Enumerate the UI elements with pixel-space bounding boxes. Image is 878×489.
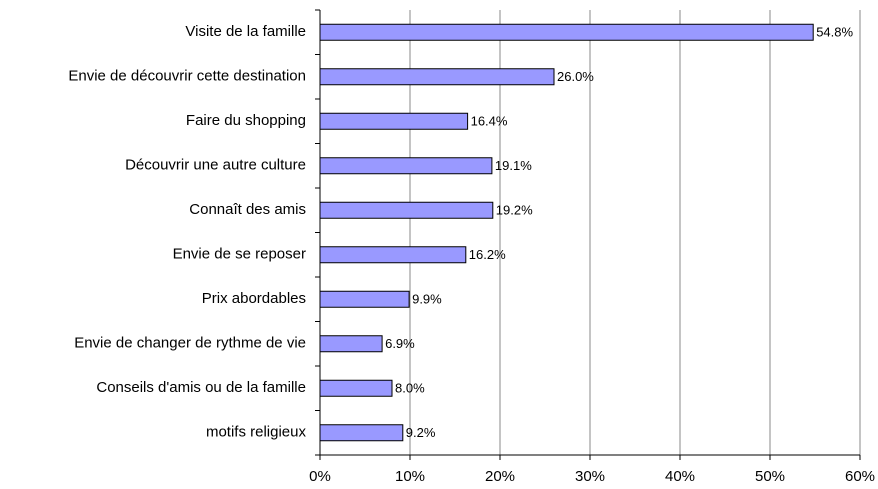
bar [319,157,493,175]
x-tick-label: 0% [309,468,331,485]
bar [319,112,469,130]
x-tick-label: 40% [665,468,695,485]
y-tick-label: Conseils d'amis ou de la famille [96,379,306,396]
y-tick-label: Envie de découvrir cette destination [68,68,306,85]
y-tick-label: Faire du shopping [186,112,306,129]
value-label: 8.0% [395,381,425,396]
y-tick-label: Connaît des amis [189,201,306,218]
value-label: 6.9% [385,336,415,351]
x-tick-label: 10% [395,468,425,485]
x-tick-label: 20% [485,468,515,485]
x-tick-label: 30% [575,468,605,485]
y-tick-label: Envie de changer de rythme de vie [74,335,306,352]
bar [319,201,494,219]
value-label: 26.0% [557,69,594,84]
x-tick-label: 60% [845,468,875,485]
bar [319,379,393,397]
value-label: 19.1% [495,158,532,173]
bar [319,246,467,264]
value-label: 19.2% [496,203,533,218]
value-label: 16.2% [469,247,506,262]
y-tick-label: Découvrir une autre culture [125,157,306,174]
value-label: 54.8% [816,25,853,40]
bar [319,335,383,353]
y-tick-label: Envie de se reposer [173,246,306,263]
bar [319,290,410,308]
bar [319,23,814,41]
x-tick-label: 50% [755,468,785,485]
value-label: 16.4% [471,114,508,129]
y-tick-label: Prix abordables [202,290,306,307]
y-tick-label: Visite de la famille [185,23,306,40]
bar [319,424,404,442]
value-label: 9.9% [412,292,442,307]
y-tick-label: motifs religieux [206,424,307,441]
bar [319,68,555,86]
value-label: 9.2% [406,425,436,440]
